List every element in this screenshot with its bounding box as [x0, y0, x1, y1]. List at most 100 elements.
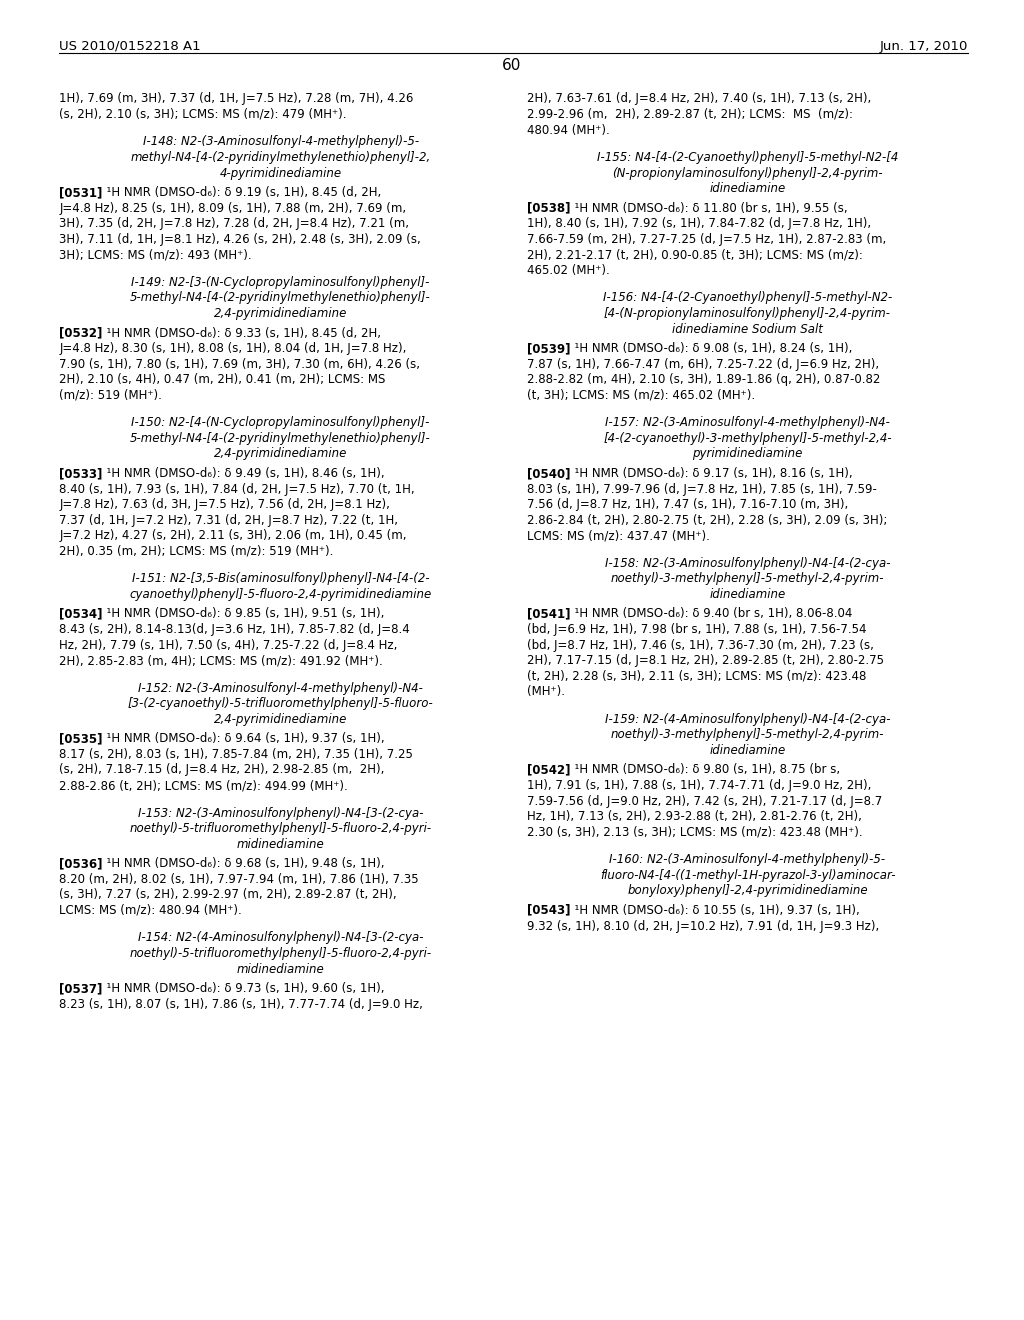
Text: [4-(N-propionylaminosulfonyl)phenyl]-2,4-pyrim-: [4-(N-propionylaminosulfonyl)phenyl]-2,4…: [604, 308, 891, 319]
Text: (m/z): 519 (MH⁺).: (m/z): 519 (MH⁺).: [59, 389, 162, 401]
Text: 8.03 (s, 1H), 7.99-7.96 (d, J=7.8 Hz, 1H), 7.85 (s, 1H), 7.59-: 8.03 (s, 1H), 7.99-7.96 (d, J=7.8 Hz, 1H…: [527, 483, 878, 495]
Text: ¹H NMR (DMSO-d₆): δ 9.49 (s, 1H), 8.46 (s, 1H),: ¹H NMR (DMSO-d₆): δ 9.49 (s, 1H), 8.46 (…: [99, 467, 385, 480]
Text: [0536]: [0536]: [59, 857, 102, 870]
Text: 7.90 (s, 1H), 7.80 (s, 1H), 7.69 (m, 3H), 7.30 (m, 6H), 4.26 (s,: 7.90 (s, 1H), 7.80 (s, 1H), 7.69 (m, 3H)…: [59, 358, 421, 371]
Text: [0543]: [0543]: [527, 904, 570, 917]
Text: [0535]: [0535]: [59, 733, 102, 746]
Text: noethyl)-3-methylphenyl]-5-methyl-2,4-pyrim-: noethyl)-3-methylphenyl]-5-methyl-2,4-py…: [610, 729, 885, 742]
Text: I-153: N2-(3-Aminosulfonylphenyl)-N4-[3-(2-cya-: I-153: N2-(3-Aminosulfonylphenyl)-N4-[3-…: [138, 807, 423, 820]
Text: 2.88-2.86 (t, 2H); LCMS: MS (m/z): 494.99 (MH⁺).: 2.88-2.86 (t, 2H); LCMS: MS (m/z): 494.9…: [59, 779, 348, 792]
Text: ¹H NMR (DMSO-d₆): δ 9.68 (s, 1H), 9.48 (s, 1H),: ¹H NMR (DMSO-d₆): δ 9.68 (s, 1H), 9.48 (…: [99, 857, 385, 870]
Text: 480.94 (MH⁺).: 480.94 (MH⁺).: [527, 124, 610, 136]
Text: [0533]: [0533]: [59, 467, 102, 480]
Text: 2H), 7.17-7.15 (d, J=8.1 Hz, 2H), 2.89-2.85 (t, 2H), 2.80-2.75: 2H), 7.17-7.15 (d, J=8.1 Hz, 2H), 2.89-2…: [527, 655, 885, 667]
Text: ¹H NMR (DMSO-d₆): δ 9.73 (s, 1H), 9.60 (s, 1H),: ¹H NMR (DMSO-d₆): δ 9.73 (s, 1H), 9.60 (…: [99, 982, 385, 995]
Text: I-158: N2-(3-Aminosulfonylphenyl)-N4-[4-(2-cya-: I-158: N2-(3-Aminosulfonylphenyl)-N4-[4-…: [605, 557, 890, 570]
Text: idinediamine Sodium Salt: idinediamine Sodium Salt: [672, 322, 823, 335]
Text: 3H), 7.35 (d, 2H, J=7.8 Hz), 7.28 (d, 2H, J=8.4 Hz), 7.21 (m,: 3H), 7.35 (d, 2H, J=7.8 Hz), 7.28 (d, 2H…: [59, 218, 410, 230]
Text: methyl-N4-[4-(2-pyridinylmethylenethio)phenyl]-2,: methyl-N4-[4-(2-pyridinylmethylenethio)p…: [130, 150, 431, 164]
Text: noethyl)-5-trifluoromethylphenyl]-5-fluoro-2,4-pyri-: noethyl)-5-trifluoromethylphenyl]-5-fluo…: [129, 822, 432, 836]
Text: 60: 60: [503, 58, 521, 73]
Text: 2.30 (s, 3H), 2.13 (s, 3H); LCMS: MS (m/z): 423.48 (MH⁺).: 2.30 (s, 3H), 2.13 (s, 3H); LCMS: MS (m/…: [527, 826, 863, 838]
Text: J=4.8 Hz), 8.30 (s, 1H), 8.08 (s, 1H), 8.04 (d, 1H, J=7.8 Hz),: J=4.8 Hz), 8.30 (s, 1H), 8.08 (s, 1H), 8…: [59, 342, 407, 355]
Text: (N-propionylaminosulfonyl)phenyl]-2,4-pyrim-: (N-propionylaminosulfonyl)phenyl]-2,4-py…: [612, 166, 883, 180]
Text: 2H), 2.10 (s, 4H), 0.47 (m, 2H), 0.41 (m, 2H); LCMS: MS: 2H), 2.10 (s, 4H), 0.47 (m, 2H), 0.41 (m…: [59, 374, 386, 387]
Text: ¹H NMR (DMSO-d₆): δ 9.19 (s, 1H), 8.45 (d, 2H,: ¹H NMR (DMSO-d₆): δ 9.19 (s, 1H), 8.45 (…: [99, 186, 381, 199]
Text: 5-methyl-N4-[4-(2-pyridinylmethylenethio)phenyl]-: 5-methyl-N4-[4-(2-pyridinylmethylenethio…: [130, 432, 431, 445]
Text: 2.86-2.84 (t, 2H), 2.80-2.75 (t, 2H), 2.28 (s, 3H), 2.09 (s, 3H);: 2.86-2.84 (t, 2H), 2.80-2.75 (t, 2H), 2.…: [527, 513, 888, 527]
Text: midinediamine: midinediamine: [237, 838, 325, 850]
Text: 1H), 7.91 (s, 1H), 7.88 (s, 1H), 7.74-7.71 (d, J=9.0 Hz, 2H),: 1H), 7.91 (s, 1H), 7.88 (s, 1H), 7.74-7.…: [527, 779, 871, 792]
Text: noethyl)-5-trifluoromethylphenyl]-5-fluoro-2,4-pyri-: noethyl)-5-trifluoromethylphenyl]-5-fluo…: [129, 946, 432, 960]
Text: 2,4-pyrimidinediamine: 2,4-pyrimidinediamine: [214, 713, 347, 726]
Text: 465.02 (MH⁺).: 465.02 (MH⁺).: [527, 264, 610, 277]
Text: [0538]: [0538]: [527, 202, 570, 215]
Text: I-149: N2-[3-(N-Cyclopropylaminosulfonyl)phenyl]-: I-149: N2-[3-(N-Cyclopropylaminosulfonyl…: [131, 276, 430, 289]
Text: [3-(2-cyanoethyl)-5-trifluoromethylphenyl]-5-fluoro-: [3-(2-cyanoethyl)-5-trifluoromethylpheny…: [128, 697, 433, 710]
Text: [0539]: [0539]: [527, 342, 570, 355]
Text: 3H); LCMS: MS (m/z): 493 (MH⁺).: 3H); LCMS: MS (m/z): 493 (MH⁺).: [59, 248, 252, 261]
Text: ¹H NMR (DMSO-d₆): δ 9.80 (s, 1H), 8.75 (br s,: ¹H NMR (DMSO-d₆): δ 9.80 (s, 1H), 8.75 (…: [567, 763, 841, 776]
Text: LCMS: MS (m/z): 437.47 (MH⁺).: LCMS: MS (m/z): 437.47 (MH⁺).: [527, 529, 711, 543]
Text: ¹H NMR (DMSO-d₆): δ 9.08 (s, 1H), 8.24 (s, 1H),: ¹H NMR (DMSO-d₆): δ 9.08 (s, 1H), 8.24 (…: [567, 342, 852, 355]
Text: J=4.8 Hz), 8.25 (s, 1H), 8.09 (s, 1H), 7.88 (m, 2H), 7.69 (m,: J=4.8 Hz), 8.25 (s, 1H), 8.09 (s, 1H), 7…: [59, 202, 407, 215]
Text: (s, 3H), 7.27 (s, 2H), 2.99-2.97 (m, 2H), 2.89-2.87 (t, 2H),: (s, 3H), 7.27 (s, 2H), 2.99-2.97 (m, 2H)…: [59, 888, 397, 902]
Text: LCMS: MS (m/z): 480.94 (MH⁺).: LCMS: MS (m/z): 480.94 (MH⁺).: [59, 904, 242, 917]
Text: ¹H NMR (DMSO-d₆): δ 9.85 (s, 1H), 9.51 (s, 1H),: ¹H NMR (DMSO-d₆): δ 9.85 (s, 1H), 9.51 (…: [99, 607, 384, 620]
Text: (s, 2H), 2.10 (s, 3H); LCMS: MS (m/z): 479 (MH⁺).: (s, 2H), 2.10 (s, 3H); LCMS: MS (m/z): 4…: [59, 108, 347, 121]
Text: bonyloxy)phenyl]-2,4-pyrimidinediamine: bonyloxy)phenyl]-2,4-pyrimidinediamine: [628, 884, 867, 898]
Text: (t, 3H); LCMS: MS (m/z): 465.02 (MH⁺).: (t, 3H); LCMS: MS (m/z): 465.02 (MH⁺).: [527, 389, 756, 401]
Text: 2H), 2.21-2.17 (t, 2H), 0.90-0.85 (t, 3H); LCMS: MS (m/z):: 2H), 2.21-2.17 (t, 2H), 0.90-0.85 (t, 3H…: [527, 248, 863, 261]
Text: US 2010/0152218 A1: US 2010/0152218 A1: [59, 40, 201, 53]
Text: Hz, 2H), 7.79 (s, 1H), 7.50 (s, 4H), 7.25-7.22 (d, J=8.4 Hz,: Hz, 2H), 7.79 (s, 1H), 7.50 (s, 4H), 7.2…: [59, 639, 397, 652]
Text: J=7.8 Hz), 7.63 (d, 3H, J=7.5 Hz), 7.56 (d, 2H, J=8.1 Hz),: J=7.8 Hz), 7.63 (d, 3H, J=7.5 Hz), 7.56 …: [59, 498, 390, 511]
Text: [0540]: [0540]: [527, 467, 570, 480]
Text: 7.37 (d, 1H, J=7.2 Hz), 7.31 (d, 2H, J=8.7 Hz), 7.22 (t, 1H,: 7.37 (d, 1H, J=7.2 Hz), 7.31 (d, 2H, J=8…: [59, 513, 398, 527]
Text: [0541]: [0541]: [527, 607, 570, 620]
Text: ¹H NMR (DMSO-d₆): δ 11.80 (br s, 1H), 9.55 (s,: ¹H NMR (DMSO-d₆): δ 11.80 (br s, 1H), 9.…: [567, 202, 848, 215]
Text: 1H), 7.69 (m, 3H), 7.37 (d, 1H, J=7.5 Hz), 7.28 (m, 7H), 4.26: 1H), 7.69 (m, 3H), 7.37 (d, 1H, J=7.5 Hz…: [59, 92, 414, 106]
Text: 8.43 (s, 2H), 8.14-8.13(d, J=3.6 Hz, 1H), 7.85-7.82 (d, J=8.4: 8.43 (s, 2H), 8.14-8.13(d, J=3.6 Hz, 1H)…: [59, 623, 411, 636]
Text: (bd, J=8.7 Hz, 1H), 7.46 (s, 1H), 7.36-7.30 (m, 2H), 7.23 (s,: (bd, J=8.7 Hz, 1H), 7.46 (s, 1H), 7.36-7…: [527, 639, 874, 652]
Text: I-160: N2-(3-Aminosulfonyl-4-methylphenyl)-5-: I-160: N2-(3-Aminosulfonyl-4-methylpheny…: [609, 853, 886, 866]
Text: idinediamine: idinediamine: [710, 744, 785, 756]
Text: [0531]: [0531]: [59, 186, 102, 199]
Text: idinediamine: idinediamine: [710, 182, 785, 195]
Text: I-150: N2-[4-(N-Cyclopropylaminosulfonyl)phenyl]-: I-150: N2-[4-(N-Cyclopropylaminosulfonyl…: [131, 416, 430, 429]
Text: I-152: N2-(3-Aminosulfonyl-4-methylphenyl)-N4-: I-152: N2-(3-Aminosulfonyl-4-methylpheny…: [138, 681, 423, 694]
Text: I-154: N2-(4-Aminosulfonylphenyl)-N4-[3-(2-cya-: I-154: N2-(4-Aminosulfonylphenyl)-N4-[3-…: [138, 932, 423, 944]
Text: [0542]: [0542]: [527, 763, 570, 776]
Text: (s, 2H), 7.18-7.15 (d, J=8.4 Hz, 2H), 2.98-2.85 (m,  2H),: (s, 2H), 7.18-7.15 (d, J=8.4 Hz, 2H), 2.…: [59, 763, 385, 776]
Text: Jun. 17, 2010: Jun. 17, 2010: [880, 40, 968, 53]
Text: ¹H NMR (DMSO-d₆): δ 10.55 (s, 1H), 9.37 (s, 1H),: ¹H NMR (DMSO-d₆): δ 10.55 (s, 1H), 9.37 …: [567, 904, 860, 917]
Text: I-159: N2-(4-Aminosulfonylphenyl)-N4-[4-(2-cya-: I-159: N2-(4-Aminosulfonylphenyl)-N4-[4-…: [605, 713, 890, 726]
Text: I-155: N4-[4-(2-Cyanoethyl)phenyl]-5-methyl-N2-[4: I-155: N4-[4-(2-Cyanoethyl)phenyl]-5-met…: [597, 150, 898, 164]
Text: 2.88-2.82 (m, 4H), 2.10 (s, 3H), 1.89-1.86 (q, 2H), 0.87-0.82: 2.88-2.82 (m, 4H), 2.10 (s, 3H), 1.89-1.…: [527, 374, 881, 387]
Text: [0532]: [0532]: [59, 326, 102, 339]
Text: J=7.2 Hz), 4.27 (s, 2H), 2.11 (s, 3H), 2.06 (m, 1H), 0.45 (m,: J=7.2 Hz), 4.27 (s, 2H), 2.11 (s, 3H), 2…: [59, 529, 407, 543]
Text: ¹H NMR (DMSO-d₆): δ 9.40 (br s, 1H), 8.06-8.04: ¹H NMR (DMSO-d₆): δ 9.40 (br s, 1H), 8.0…: [567, 607, 852, 620]
Text: 2H), 0.35 (m, 2H); LCMS: MS (m/z): 519 (MH⁺).: 2H), 0.35 (m, 2H); LCMS: MS (m/z): 519 (…: [59, 545, 334, 558]
Text: I-157: N2-(3-Aminosulfonyl-4-methylphenyl)-N4-: I-157: N2-(3-Aminosulfonyl-4-methylpheny…: [605, 416, 890, 429]
Text: 3H), 7.11 (d, 1H, J=8.1 Hz), 4.26 (s, 2H), 2.48 (s, 3H), 2.09 (s,: 3H), 7.11 (d, 1H, J=8.1 Hz), 4.26 (s, 2H…: [59, 232, 421, 246]
Text: 2H), 7.63-7.61 (d, J=8.4 Hz, 2H), 7.40 (s, 1H), 7.13 (s, 2H),: 2H), 7.63-7.61 (d, J=8.4 Hz, 2H), 7.40 (…: [527, 92, 871, 106]
Text: I-151: N2-[3,5-Bis(aminosulfonyl)phenyl]-N4-[4-(2-: I-151: N2-[3,5-Bis(aminosulfonyl)phenyl]…: [132, 573, 429, 585]
Text: [0537]: [0537]: [59, 982, 102, 995]
Text: 7.59-7.56 (d, J=9.0 Hz, 2H), 7.42 (s, 2H), 7.21-7.17 (d, J=8.7: 7.59-7.56 (d, J=9.0 Hz, 2H), 7.42 (s, 2H…: [527, 795, 883, 808]
Text: ¹H NMR (DMSO-d₆): δ 9.33 (s, 1H), 8.45 (d, 2H,: ¹H NMR (DMSO-d₆): δ 9.33 (s, 1H), 8.45 (…: [99, 326, 381, 339]
Text: cyanoethyl)phenyl]-5-fluoro-2,4-pyrimidinediamine: cyanoethyl)phenyl]-5-fluoro-2,4-pyrimidi…: [129, 587, 432, 601]
Text: 8.17 (s, 2H), 8.03 (s, 1H), 7.85-7.84 (m, 2H), 7.35 (1H), 7.25: 8.17 (s, 2H), 8.03 (s, 1H), 7.85-7.84 (m…: [59, 748, 414, 760]
Text: 2,4-pyrimidinediamine: 2,4-pyrimidinediamine: [214, 447, 347, 461]
Text: (t, 2H), 2.28 (s, 3H), 2.11 (s, 3H); LCMS: MS (m/z): 423.48: (t, 2H), 2.28 (s, 3H), 2.11 (s, 3H); LCM…: [527, 669, 866, 682]
Text: (MH⁺).: (MH⁺).: [527, 685, 565, 698]
Text: pyrimidinediamine: pyrimidinediamine: [692, 447, 803, 461]
Text: noethyl)-3-methylphenyl]-5-methyl-2,4-pyrim-: noethyl)-3-methylphenyl]-5-methyl-2,4-py…: [610, 573, 885, 585]
Text: Hz, 1H), 7.13 (s, 2H), 2.93-2.88 (t, 2H), 2.81-2.76 (t, 2H),: Hz, 1H), 7.13 (s, 2H), 2.93-2.88 (t, 2H)…: [527, 810, 862, 824]
Text: 5-methyl-N4-[4-(2-pyridinylmethylenethio)phenyl]-: 5-methyl-N4-[4-(2-pyridinylmethylenethio…: [130, 292, 431, 305]
Text: 4-pyrimidinediamine: 4-pyrimidinediamine: [219, 166, 342, 180]
Text: 7.87 (s, 1H), 7.66-7.47 (m, 6H), 7.25-7.22 (d, J=6.9 Hz, 2H),: 7.87 (s, 1H), 7.66-7.47 (m, 6H), 7.25-7.…: [527, 358, 880, 371]
Text: [0534]: [0534]: [59, 607, 102, 620]
Text: 7.66-7.59 (m, 2H), 7.27-7.25 (d, J=7.5 Hz, 1H), 2.87-2.83 (m,: 7.66-7.59 (m, 2H), 7.27-7.25 (d, J=7.5 H…: [527, 232, 887, 246]
Text: [4-(2-cyanoethyl)-3-methylphenyl]-5-methyl-2,4-: [4-(2-cyanoethyl)-3-methylphenyl]-5-meth…: [603, 432, 892, 445]
Text: I-148: N2-(3-Aminosulfonyl-4-methylphenyl)-5-: I-148: N2-(3-Aminosulfonyl-4-methylpheny…: [142, 136, 419, 148]
